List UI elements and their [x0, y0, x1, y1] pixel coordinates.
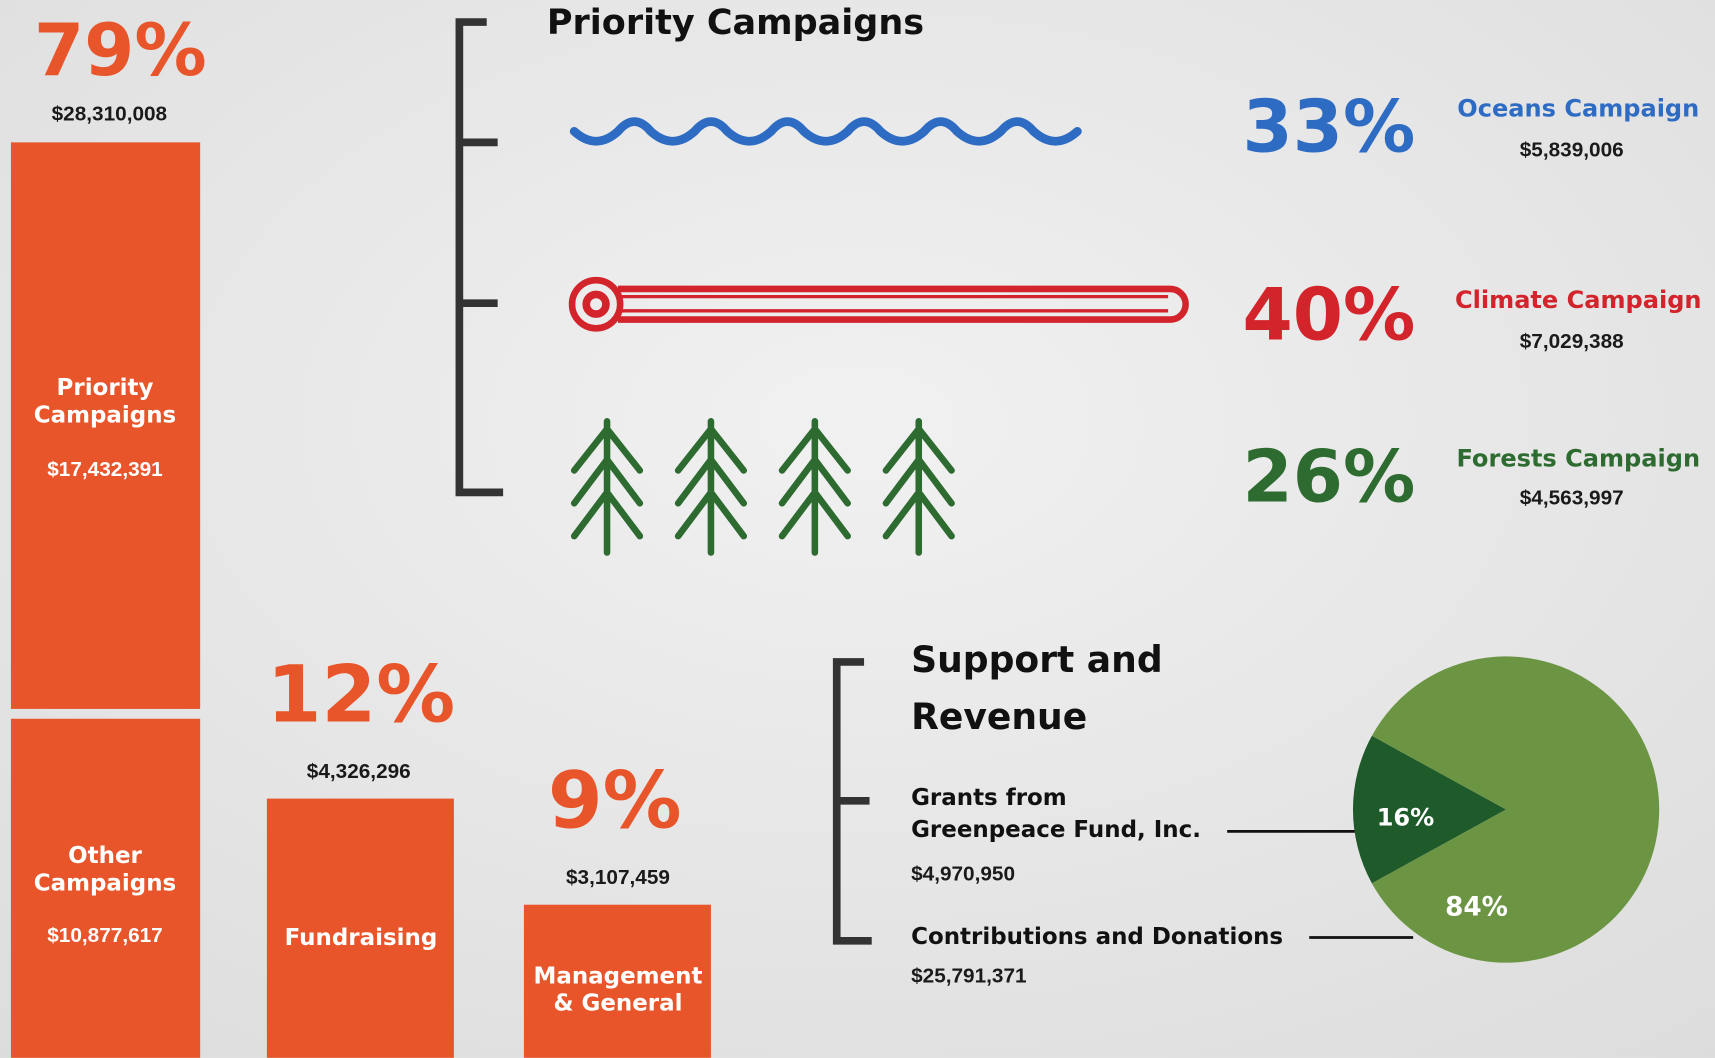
infographic: 79% $28,310,008 Priority Campaigns $17,4…: [0, 0, 1715, 1058]
pie-label: 84%: [1445, 892, 1508, 922]
revenue-label: Grants from: [911, 785, 1067, 811]
campaign-name: Climate Campaign: [1455, 286, 1702, 314]
management-percent: 9%: [548, 755, 682, 847]
segment-amount: $17,432,391: [47, 458, 162, 481]
fundraising-label: Fundraising: [285, 925, 438, 951]
management-label: & General: [553, 991, 682, 1017]
campaign-name: Forests Campaign: [1456, 445, 1700, 473]
page: {"expenses": {"color": "#e8552a", "progr…: [0, 0, 1715, 1058]
campaign-amount: $5,839,006: [1520, 139, 1624, 162]
fundraising-amount: $4,326,296: [307, 760, 411, 783]
campaign-amount: $4,563,997: [1520, 486, 1624, 509]
management-label: Management: [533, 963, 702, 989]
priority-title: Priority Campaigns: [547, 3, 924, 43]
program-amount: $28,310,008: [52, 103, 167, 126]
revenue-title: Revenue: [911, 696, 1087, 738]
campaign-percent: 40%: [1243, 274, 1416, 358]
segment-label: Campaigns: [34, 870, 176, 896]
segment-label: Priority: [57, 375, 154, 401]
segment-amount: $10,877,617: [47, 924, 162, 947]
segment-label: Other: [68, 843, 142, 869]
revenue-title: Support and: [911, 639, 1163, 681]
segment-label: Campaigns: [34, 402, 176, 428]
campaign-percent: 33%: [1243, 85, 1416, 169]
program-percent: 79%: [34, 9, 207, 93]
campaign-amount: $7,029,388: [1520, 330, 1624, 353]
management-amount: $3,107,459: [566, 866, 670, 889]
campaign-percent: 26%: [1243, 435, 1416, 519]
revenue-amount: $25,791,371: [911, 964, 1026, 987]
fundraising-percent: 12%: [267, 649, 456, 741]
campaign-name: Oceans Campaign: [1457, 95, 1699, 123]
revenue-label: Contributions and Donations: [911, 924, 1283, 950]
revenue-amount: $4,970,950: [911, 863, 1015, 886]
pie-label: 16%: [1377, 803, 1435, 831]
revenue-label: Greenpeace Fund, Inc.: [911, 817, 1201, 843]
